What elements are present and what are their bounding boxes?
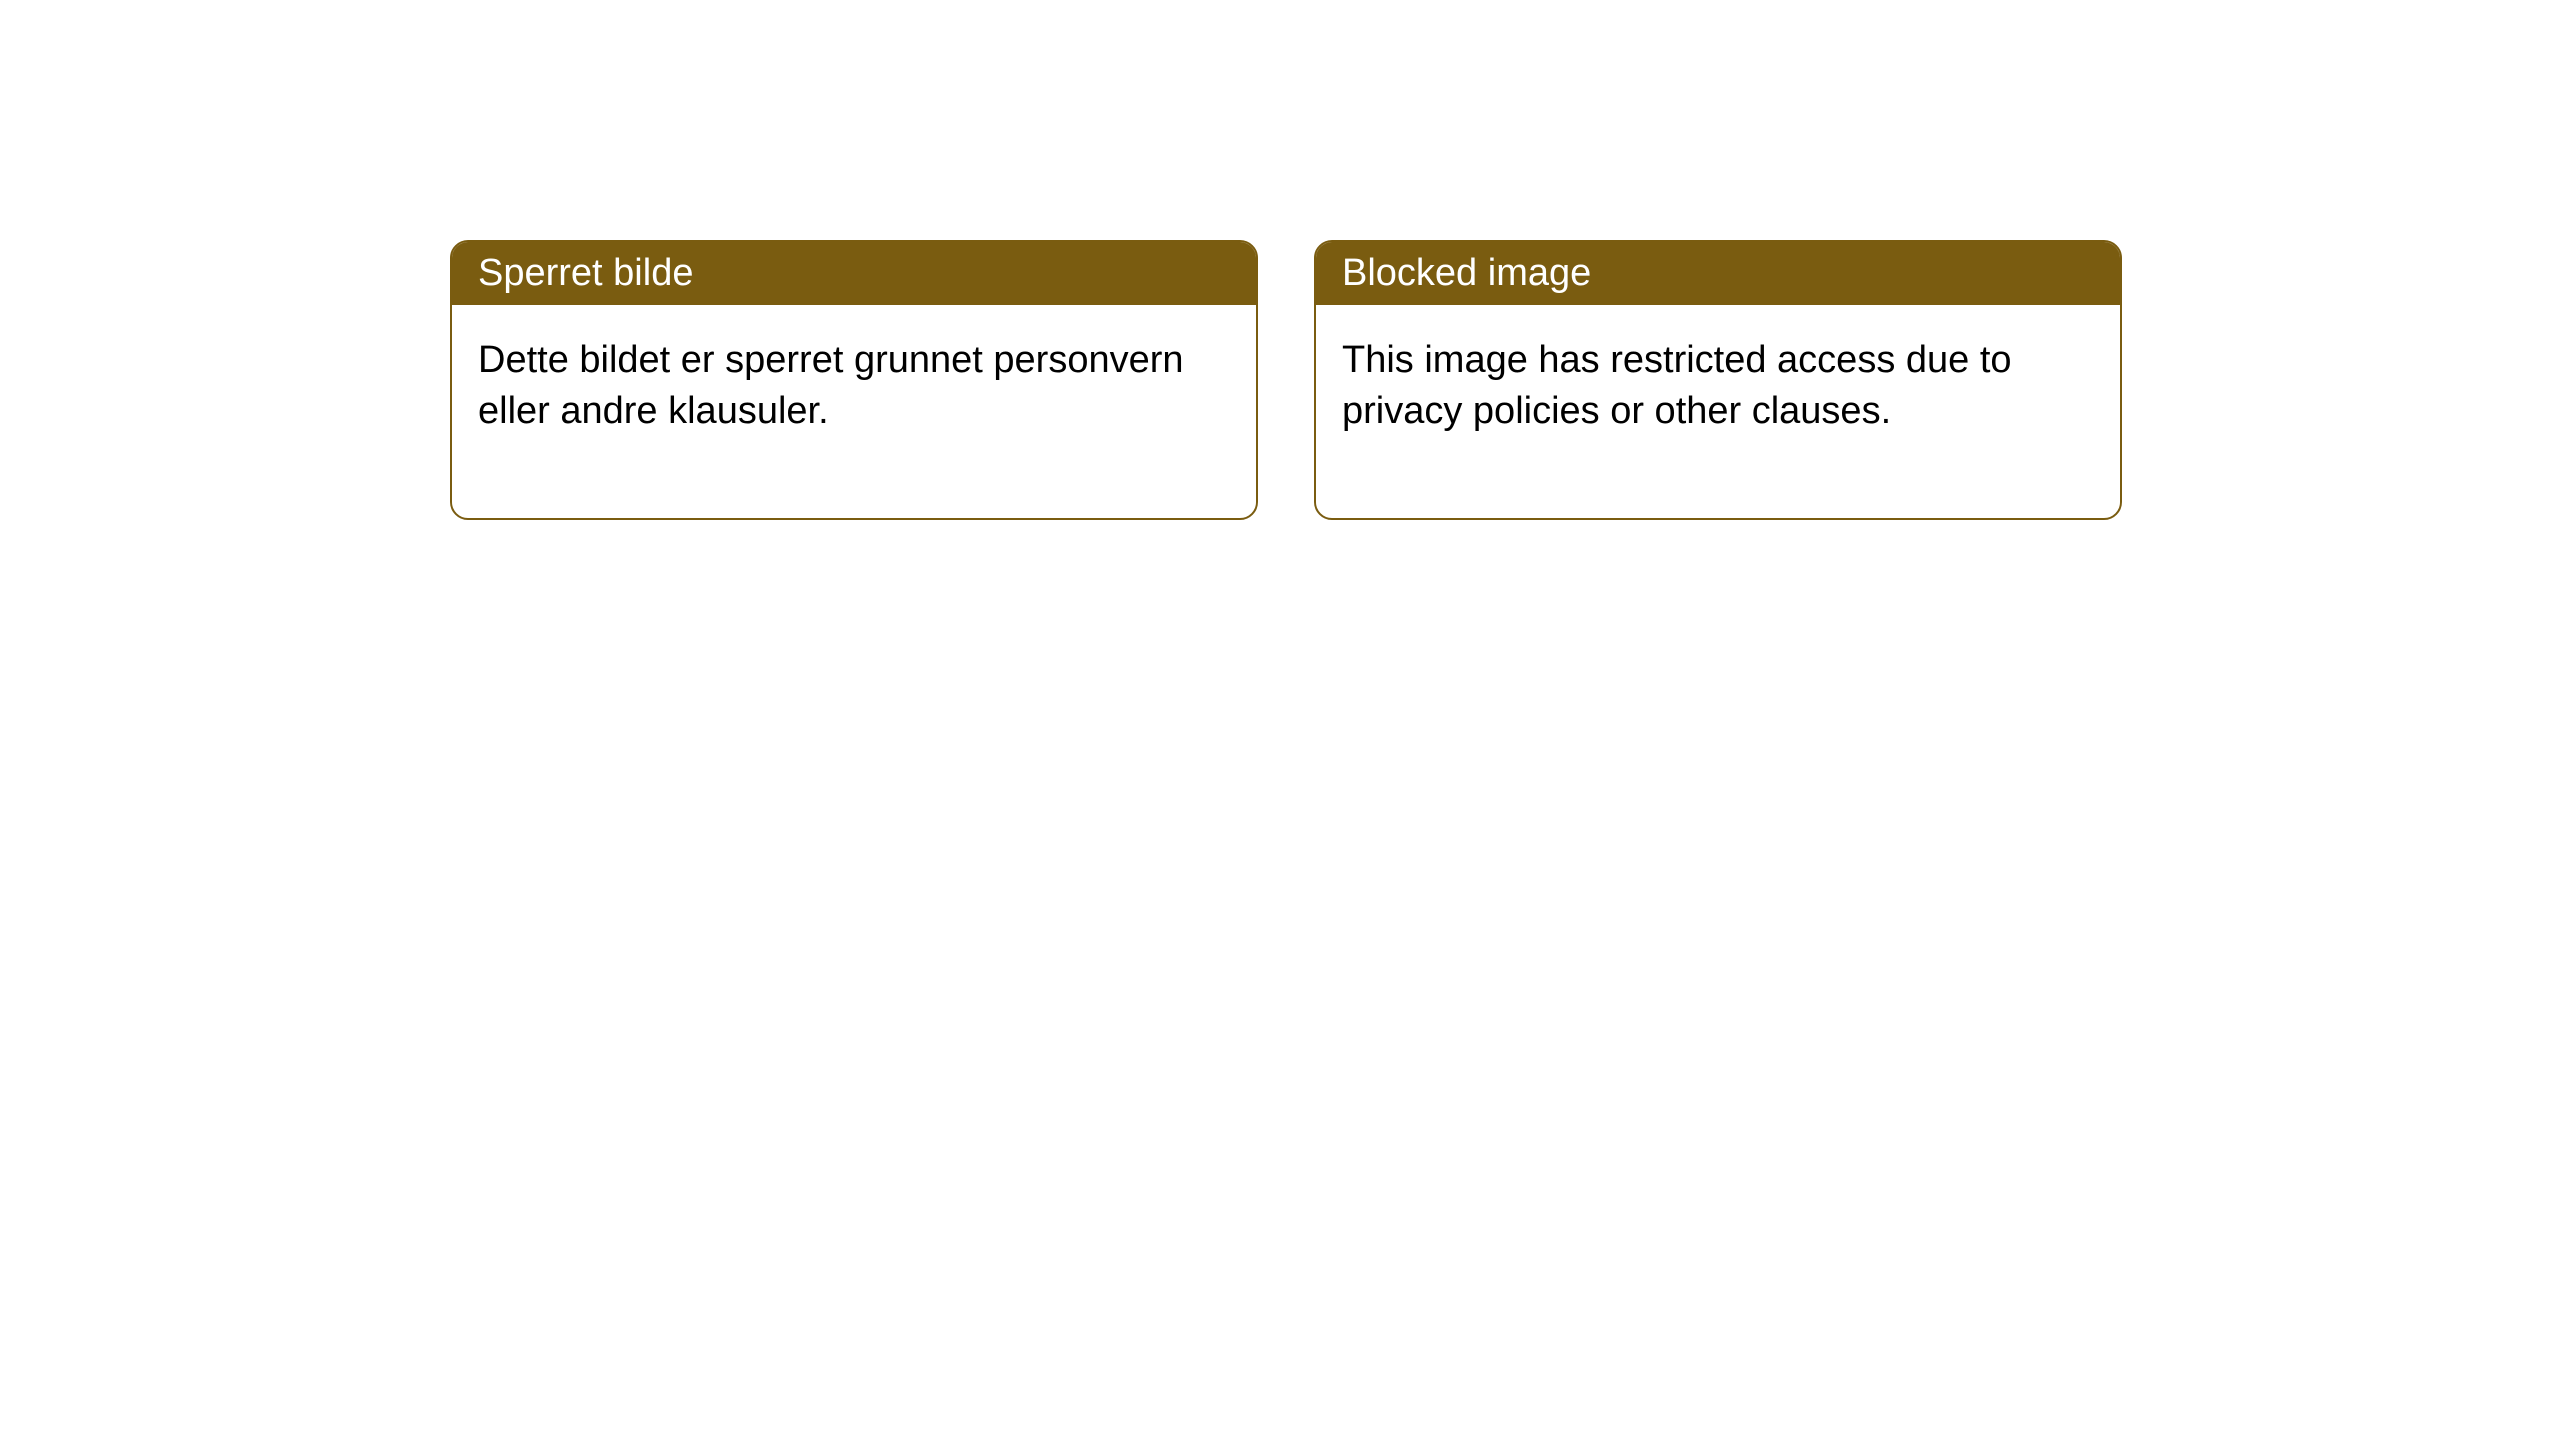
notice-container: Sperret bilde Dette bildet er sperret gr… (450, 240, 2122, 520)
blocked-image-card-en: Blocked image This image has restricted … (1314, 240, 2122, 520)
blocked-image-card-no: Sperret bilde Dette bildet er sperret gr… (450, 240, 1258, 520)
card-body: Dette bildet er sperret grunnet personve… (452, 305, 1256, 518)
card-body: This image has restricted access due to … (1316, 305, 2120, 518)
card-title: Sperret bilde (452, 242, 1256, 305)
card-title: Blocked image (1316, 242, 2120, 305)
